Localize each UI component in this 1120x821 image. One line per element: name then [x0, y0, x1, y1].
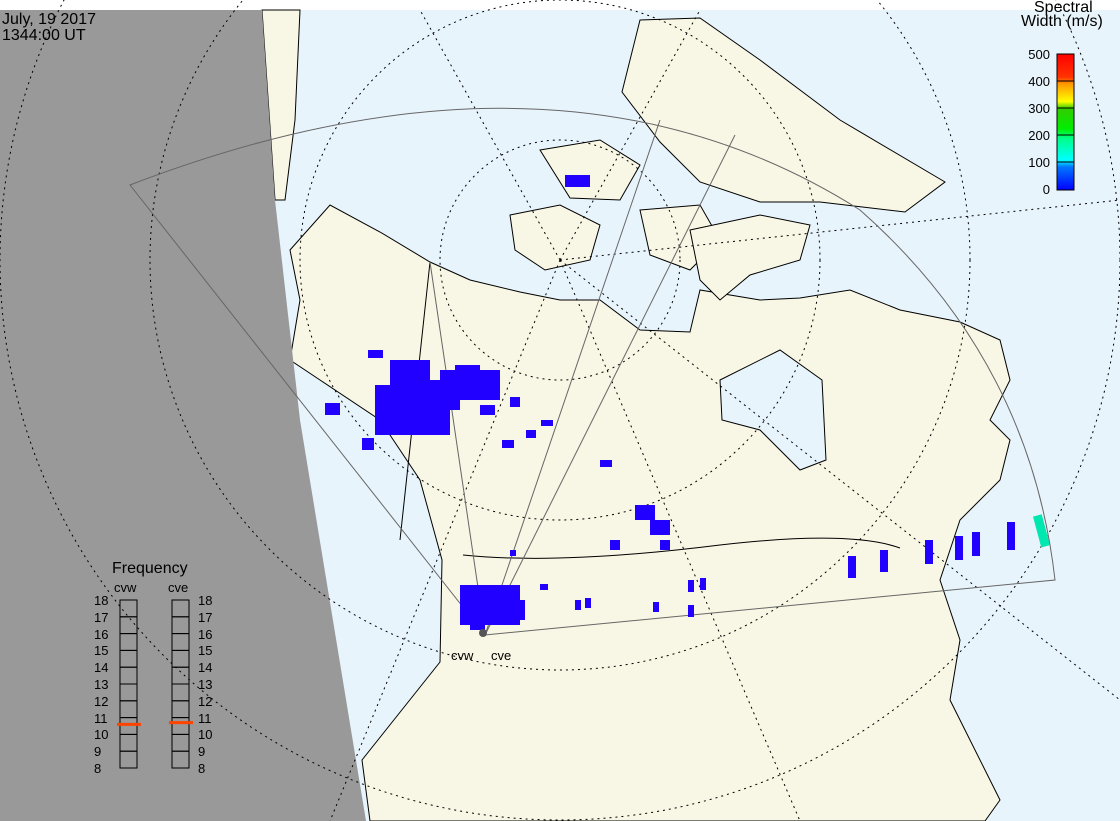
colorbar-dividers — [1057, 80, 1074, 163]
frequency-cell — [171, 750, 190, 769]
echo-cell — [510, 397, 520, 407]
frequency-tick-right: 17 — [198, 609, 213, 625]
frequency-tick-left: 16 — [94, 626, 109, 642]
frequency-title: Frequency — [112, 560, 188, 577]
frequency-tick-right: 10 — [198, 727, 213, 743]
echo-cell — [575, 600, 581, 610]
frequency-tick-right: 9 — [198, 744, 206, 760]
colorbar-title-2: Width (m/s) — [1021, 13, 1103, 30]
frequency-tick-left: 15 — [94, 643, 109, 659]
frequency-tick-right: 8 — [198, 761, 206, 776]
frequency-tick-right: 18 — [198, 593, 213, 608]
colorbar-tick: 200 — [1028, 128, 1050, 143]
echo-cell — [470, 595, 485, 630]
radar-name-cve: cve — [168, 580, 189, 595]
frequency-tick-right: 12 — [198, 693, 213, 709]
echo-cell — [1007, 522, 1015, 550]
frequency-tick-left: 17 — [94, 609, 109, 625]
frequency-tick-right: 11 — [198, 710, 212, 726]
radar-data — [325, 175, 1050, 630]
map-label-cve: cve — [491, 648, 512, 663]
colorbar-tick: 500 — [1028, 47, 1050, 62]
echo-cell — [495, 600, 525, 620]
echo-cell — [600, 460, 612, 467]
colorbar-tick: 300 — [1028, 101, 1050, 116]
echo-cell — [650, 520, 670, 535]
date-label: July, 19 2017 — [2, 11, 96, 28]
frequency-tick-left: 14 — [94, 660, 109, 676]
frequency-cell — [119, 750, 138, 769]
echo-cell — [688, 580, 694, 592]
colorbar-tick: 0 — [1042, 182, 1050, 197]
frequency-tick-right: 13 — [198, 677, 213, 692]
echo-cell — [510, 550, 516, 556]
echo-cell — [660, 540, 670, 550]
echo-cell — [325, 403, 340, 415]
echo-cell — [925, 540, 933, 564]
radar-site-marker — [479, 629, 487, 637]
echo-cell — [502, 440, 514, 448]
frequency-tick-left: 9 — [94, 744, 102, 760]
time-label: 1344:00 UT — [2, 27, 86, 44]
colorbar-tick: 100 — [1028, 155, 1050, 170]
echo-cell — [610, 540, 620, 550]
frequency-tick-left: 10 — [94, 727, 109, 743]
map-label-cvw: cvw — [451, 648, 474, 663]
colorbar-tick: 400 — [1028, 74, 1050, 89]
frequency-tick-left: 11 — [94, 710, 108, 726]
echo-cell — [848, 556, 856, 578]
echo-cell — [585, 598, 591, 608]
colorbar-title-1: Spectral — [1034, 0, 1093, 16]
frequency-tick-left: 13 — [94, 677, 109, 692]
echo-cell — [688, 605, 694, 617]
frequency-tick-left: 18 — [94, 593, 109, 608]
echo-cell — [880, 550, 888, 572]
echo-cell — [480, 405, 495, 415]
arctic-island — [509, 204, 601, 271]
echo-cell-high-width — [1032, 514, 1050, 548]
echo-cell — [455, 365, 480, 380]
echo-cell — [955, 536, 963, 560]
echo-cell — [565, 175, 590, 187]
echo-cell — [541, 420, 553, 426]
frequency-panel — [117, 599, 193, 769]
greenland — [621, 17, 946, 213]
radar-name-cvw: cvw — [114, 580, 137, 595]
echo-cell — [526, 430, 536, 438]
frequency-tick-right: 14 — [198, 660, 213, 676]
colorbar — [1056, 53, 1075, 191]
echo-cell — [540, 584, 548, 590]
frequency-tick-left: 8 — [94, 761, 102, 776]
echo-cell — [368, 350, 383, 358]
echo-cell — [635, 505, 655, 520]
echo-cell — [972, 532, 980, 556]
night-region — [0, 10, 366, 821]
frequency-tick-right: 15 — [198, 643, 213, 659]
echo-cell — [700, 578, 706, 590]
echo-cell — [653, 602, 659, 612]
baffin-island — [689, 214, 811, 301]
frequency-tick-right: 16 — [198, 626, 213, 642]
frequency-tick-left: 12 — [94, 693, 109, 709]
radar-field-of-view — [129, 107, 1056, 636]
echo-cell — [362, 438, 374, 450]
hudson-bay — [719, 349, 827, 471]
siberia-edge — [261, 9, 301, 201]
